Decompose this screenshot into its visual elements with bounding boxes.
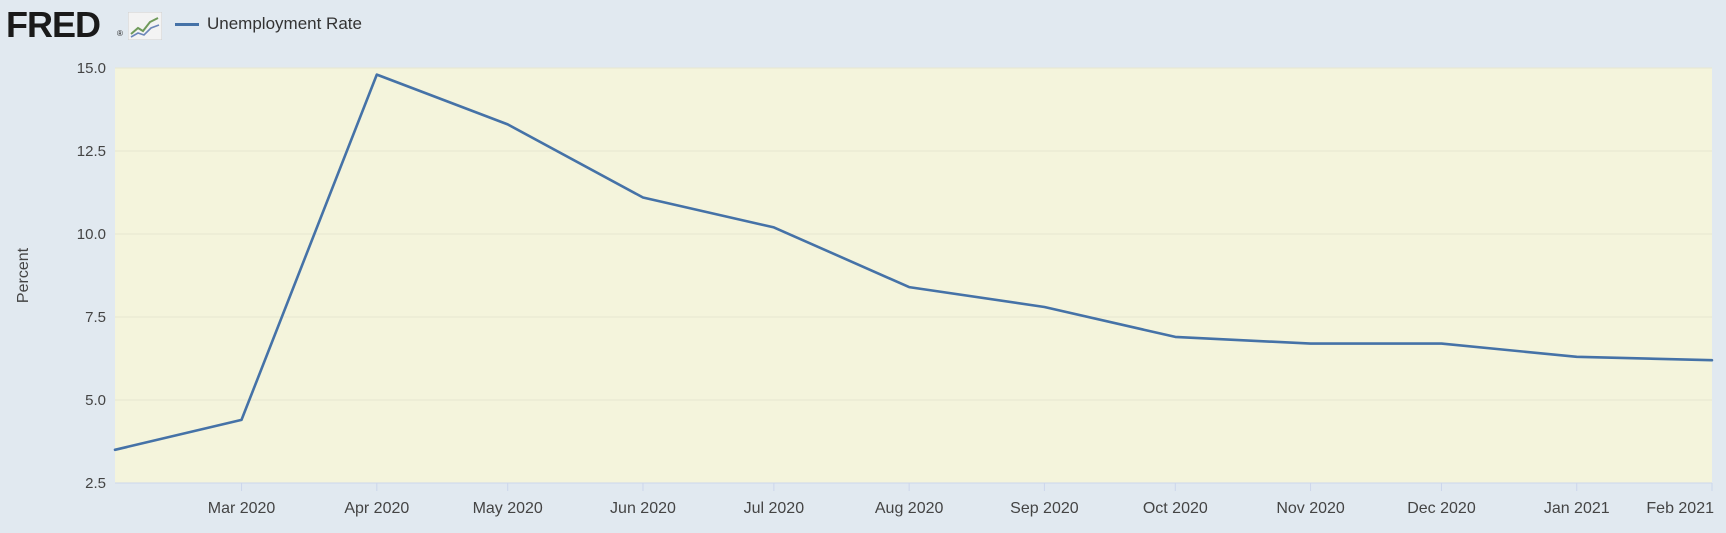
x-tick-label: Apr 2020 — [344, 500, 409, 517]
fred-registered-mark: ® — [117, 29, 123, 38]
y-tick-label: 12.5 — [77, 143, 106, 160]
x-tick-label: Dec 2020 — [1407, 500, 1476, 517]
x-tick-label: Oct 2020 — [1143, 500, 1208, 517]
x-tick-label: Feb 2021 — [1646, 500, 1714, 517]
chart-header: FRED ® Unemployment Rate — [0, 0, 1726, 52]
x-tick-label: Mar 2020 — [208, 500, 276, 517]
fred-logo[interactable]: FRED — [6, 4, 101, 45]
legend-label-unemployment-rate: Unemployment Rate — [207, 14, 362, 33]
x-tick-label: Jan 2021 — [1544, 500, 1610, 517]
x-tick-label: May 2020 — [473, 500, 543, 517]
x-tick-label: Sep 2020 — [1010, 500, 1079, 517]
series-line-unemployment-rate[interactable] — [113, 73, 1714, 452]
legend-swatch-unemployment-rate — [175, 22, 199, 26]
series-unemployment-rate — [113, 73, 1714, 452]
y-tick-label: 15.0 — [77, 60, 106, 77]
y-axis: 2.5 5.0 7.5 10.0 12.5 15.0 — [77, 60, 106, 492]
y-tick-label: 2.5 — [85, 475, 106, 492]
y-axis-label: Percent — [15, 247, 32, 303]
x-tick-label: Jul 2020 — [744, 500, 805, 517]
y-tick-label: 5.0 — [85, 392, 106, 409]
plot-area — [115, 68, 1712, 483]
y-tick-label: 10.0 — [77, 226, 106, 243]
x-tick-label: Nov 2020 — [1276, 500, 1345, 517]
x-tick-label: Aug 2020 — [875, 500, 944, 517]
chart-legend[interactable]: Unemployment Rate — [175, 13, 362, 35]
fred-chart-icon — [128, 12, 162, 40]
x-tick-label: Jun 2020 — [610, 500, 676, 517]
y-tick-label: 7.5 — [85, 309, 106, 326]
x-axis: Mar 2020 Apr 2020 May 2020 Jun 2020 Jul 2020… — [115, 482, 1714, 517]
